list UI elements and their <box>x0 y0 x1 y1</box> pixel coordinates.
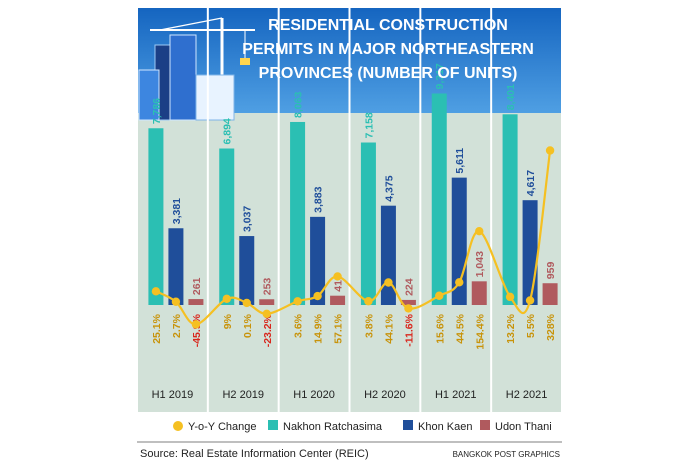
tower-block-2 <box>169 34 197 121</box>
bar-value-label: 959 <box>545 262 557 280</box>
yoy-change-point <box>222 294 231 304</box>
bar-value-label: 4,617 <box>525 170 537 196</box>
legend-label: Udon Thani <box>495 421 552 433</box>
yoy-change-point <box>313 291 322 301</box>
bar-value-label: 6,894 <box>222 118 234 144</box>
yoy-change-point <box>293 297 302 306</box>
bar-udon-thani <box>259 299 275 305</box>
yoy-value-label: 0.1% <box>242 313 254 338</box>
category-tick-label: H2 2020 <box>364 389 406 401</box>
yoy-change-point <box>475 227 484 236</box>
category-tick-label: H2 2019 <box>222 389 264 401</box>
yoy-value-label: -45.9% <box>191 313 203 347</box>
legend-swatch-khonkaen <box>403 420 413 430</box>
yoy-value-label: -11.6% <box>403 313 415 346</box>
bar-khon-kaen <box>239 236 255 305</box>
bar-value-label: 253 <box>262 278 274 296</box>
bar-value-label: 5,611 <box>454 148 466 174</box>
yoy-change-point <box>242 298 251 308</box>
bar-nakhon-ratchasima <box>148 128 164 305</box>
bar-value-label: 3,883 <box>313 186 325 212</box>
legend-label: Khon Kaen <box>418 421 472 433</box>
bar-value-label: 224 <box>403 278 415 296</box>
yoy-value-label: -23.2% <box>262 313 274 347</box>
bar-value-label: 261 <box>191 277 203 295</box>
bar-nakhon-ratchasima <box>502 114 518 305</box>
bar-udon-thani <box>542 283 558 305</box>
bar-khon-kaen <box>168 228 184 305</box>
crane-load <box>240 58 250 65</box>
yoy-value-label: 25.1% <box>151 313 163 343</box>
bar-khon-kaen <box>380 205 396 305</box>
yoy-change-point <box>171 297 181 306</box>
legend-label: Y-o-Y Change <box>188 421 257 433</box>
yoy-change-point <box>262 309 271 318</box>
yoy-change-point <box>333 272 342 281</box>
chart-title-line: PROVINCES (NUMBER OF UNITS) <box>259 65 518 82</box>
bar-udon-thani <box>188 299 204 305</box>
yoy-change-point <box>384 278 393 287</box>
bar-value-label: 3,381 <box>171 198 183 224</box>
category-tick-label: H1 2020 <box>293 389 335 401</box>
bar-nakhon-ratchasima <box>219 148 235 305</box>
yoy-change-point <box>525 296 535 305</box>
yoy-change-point <box>364 297 373 306</box>
bar-udon-thani <box>400 299 416 305</box>
bar-udon-thani <box>471 281 487 305</box>
buildings-illustration <box>138 17 255 121</box>
yoy-value-label: 3.6% <box>293 313 305 338</box>
legend-swatch-nakhon <box>268 420 278 430</box>
chart-title-line: RESIDENTIAL CONSTRUCTION <box>268 17 508 34</box>
yoy-change-point <box>545 146 555 155</box>
crane-cable <box>159 17 223 31</box>
yoy-value-label: 9% <box>222 313 234 329</box>
legend-label: Nakhon Ratchasima <box>283 421 383 433</box>
bar-value-label: 1,043 <box>474 251 486 277</box>
yoy-value-label: 154.4% <box>474 313 486 349</box>
bar-khon-kaen <box>522 200 538 305</box>
bar-nakhon-ratchasima <box>360 142 376 305</box>
yoy-value-label: 14.9% <box>313 313 325 343</box>
tower-block-3 <box>138 69 160 121</box>
legend-swatch-udon <box>480 420 490 430</box>
yoy-value-label: 328% <box>545 313 557 341</box>
legend: Y-o-Y Change Nakhon Ratchasima Khon Kaen Ud… <box>173 420 552 433</box>
building-under-construction <box>195 74 235 121</box>
yoy-change-point <box>191 320 201 329</box>
yoy-change-point <box>435 291 444 300</box>
bar-value-label: 4,375 <box>383 175 395 201</box>
yoy-change-point <box>505 292 515 302</box>
category-tick-label: H1 2021 <box>435 389 477 401</box>
yoy-value-label: 44.1% <box>383 313 395 343</box>
bar-nakhon-ratchasima <box>431 93 447 306</box>
yoy-value-label: 2.7% <box>171 313 183 338</box>
chart-title-line: PERMITS IN MAJOR NORTHEASTERN <box>242 41 534 58</box>
bar-value-label: 3,037 <box>242 206 254 232</box>
bar-udon-thani <box>330 295 346 305</box>
yoy-value-label: 44.5% <box>454 313 466 343</box>
yoy-change-point <box>455 278 464 287</box>
yoy-change-point <box>151 287 161 296</box>
yoy-value-label: 5.5% <box>525 313 537 338</box>
yoy-change-point <box>404 304 413 313</box>
yoy-value-label: 13.2% <box>505 313 517 343</box>
graphics-credit: BANGKOK POST GRAPHICS <box>453 450 560 459</box>
bar-value-label: 7,786 <box>151 98 163 124</box>
bar-value-label: 9,317 <box>434 63 446 89</box>
source-note: Source: Real Estate Information Center (… <box>140 448 369 460</box>
yoy-value-label: 57.1% <box>333 313 345 343</box>
bar-value-label: 8,401 <box>505 84 517 110</box>
bar-nakhon-ratchasima <box>290 121 306 305</box>
category-tick-label: H2 2021 <box>506 389 548 401</box>
legend-swatch-yoy <box>173 421 183 431</box>
bar-value-label: 7,158 <box>363 112 375 138</box>
yoy-value-label: 3.8% <box>363 313 375 338</box>
bar-value-label: 8,063 <box>293 92 305 118</box>
category-tick-label: H1 2019 <box>152 389 194 401</box>
yoy-value-label: 15.6% <box>434 313 446 343</box>
bar-khon-kaen <box>310 216 326 305</box>
